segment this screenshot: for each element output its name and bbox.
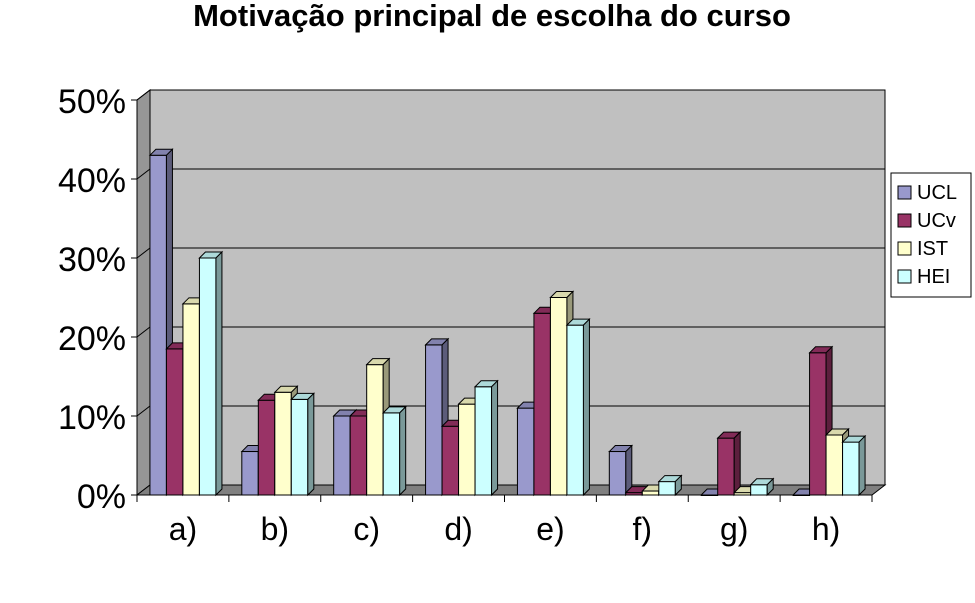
- y-tick-label: 0%: [77, 478, 126, 516]
- bar-front: [549, 297, 568, 496]
- bar-front: [182, 303, 200, 496]
- y-tick-label: 50%: [58, 83, 126, 121]
- bar-front: [366, 364, 384, 496]
- bar-front: [658, 481, 676, 496]
- bar-side: [215, 250, 223, 497]
- bar-hei-6: [749, 477, 775, 497]
- bar-front: [274, 391, 292, 496]
- bar-front: [809, 352, 827, 496]
- bar-front: [349, 415, 368, 496]
- bar-front: [165, 348, 184, 496]
- bar-side: [491, 379, 499, 497]
- x-tick-label: a): [169, 511, 197, 547]
- bar-hei-2: [381, 405, 407, 497]
- chart-title: Motivação principal de escolha do curso: [193, 0, 791, 33]
- bar-front: [608, 451, 627, 496]
- y-tick-label: 40%: [58, 162, 126, 200]
- x-tick-label: f): [633, 511, 653, 547]
- bar-hei-3: [473, 379, 499, 497]
- side-wall: [136, 88, 151, 497]
- legend: UCL UCv IST HEI: [890, 172, 972, 298]
- bar-front: [425, 344, 443, 496]
- bar-front: [333, 415, 351, 496]
- bar-front: [825, 434, 844, 496]
- bar-front: [458, 403, 476, 496]
- bar-front: [533, 312, 551, 496]
- y-tick-label: 10%: [58, 399, 126, 437]
- bar-front: [257, 399, 276, 496]
- legend-label-ucl: UCL: [917, 182, 957, 204]
- bar-front: [516, 407, 535, 496]
- bar-front: [441, 425, 460, 496]
- bar-front: [474, 386, 493, 496]
- bar-front: [842, 441, 860, 496]
- bar-side: [582, 317, 590, 497]
- legend-swatch-hei: [897, 269, 912, 284]
- legend-label-hei: HEI: [917, 266, 950, 288]
- bar-front: [641, 490, 660, 496]
- bar-hei-4: [565, 317, 591, 497]
- bar-front: [382, 412, 401, 496]
- bar-hei-7: [841, 434, 867, 497]
- bar-side: [399, 405, 407, 497]
- legend-label-ist: IST: [917, 238, 948, 260]
- bar-front: [290, 398, 309, 496]
- x-tick-label: h): [812, 511, 840, 547]
- bar-ucv-6: [716, 430, 742, 497]
- plot-area: 0% 10% 20% 30% 40% 50% a) b) c) d) e) f) g) h): [58, 83, 887, 547]
- bar-ucl-5: [608, 444, 634, 497]
- legend-swatch-ist: [897, 241, 912, 256]
- legend-swatch-ucl: [897, 185, 912, 200]
- bar-front: [750, 484, 768, 496]
- x-tick-label: b): [261, 511, 289, 547]
- bar-hei-0: [198, 250, 224, 497]
- x-tick-label: d): [444, 511, 472, 547]
- bar-side: [307, 392, 315, 497]
- bar-front: [198, 257, 217, 496]
- bar-front: [566, 324, 584, 496]
- x-tick-label: g): [720, 511, 748, 547]
- x-tick-label: e): [536, 511, 564, 547]
- bar-hei-5: [657, 474, 683, 497]
- y-tick-label: 30%: [58, 241, 126, 279]
- bar-front: [149, 154, 167, 496]
- bar-front: [717, 437, 735, 496]
- legend-swatch-ucv: [897, 213, 912, 228]
- bar-front: [241, 451, 259, 496]
- bar-side: [674, 474, 682, 497]
- bar-side: [733, 430, 741, 497]
- gridline: [136, 89, 885, 101]
- y-tick-label: 20%: [58, 320, 126, 358]
- bar-side: [858, 434, 866, 497]
- bar-side: [766, 477, 774, 497]
- legend-label-ucv: UCv: [917, 210, 956, 232]
- x-tick-label: c): [353, 511, 380, 547]
- bar-hei-1: [290, 392, 316, 497]
